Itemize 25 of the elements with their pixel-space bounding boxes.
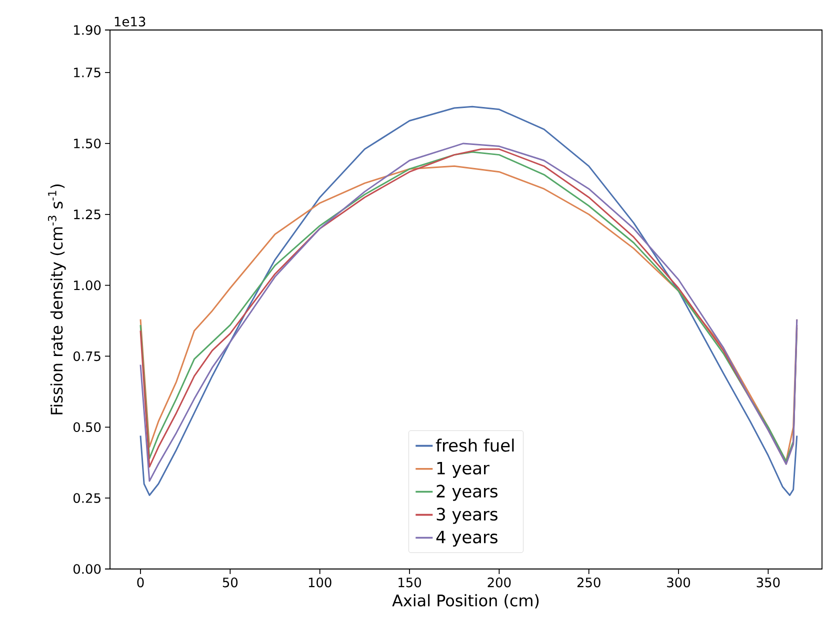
x-tick-label: 350 bbox=[756, 578, 780, 588]
x-tick-label: 100 bbox=[308, 578, 332, 588]
y-tick-label: 0.50 bbox=[74, 422, 101, 432]
x-tick-label: 50 bbox=[222, 578, 238, 588]
x-tick-label: 300 bbox=[667, 578, 690, 588]
y-tick-label: 1.90 bbox=[74, 25, 101, 35]
legend-label: fresh fuel bbox=[436, 438, 514, 452]
legend-label: 2 years bbox=[436, 484, 498, 501]
y-axis-title: Fission rate density (cm$^{-3}$ s$^{-1}$) bbox=[48, 184, 66, 414]
x-tick-label: 200 bbox=[488, 578, 511, 588]
y-tick-label: 1.50 bbox=[74, 138, 101, 148]
text: 1e13 bbox=[114, 16, 146, 26]
legend-label: 1 year bbox=[437, 462, 490, 478]
y-tick-label: 0.75 bbox=[74, 351, 100, 362]
legend-label: 4 years bbox=[436, 530, 498, 547]
y-tick-label: 0.00 bbox=[74, 564, 101, 574]
y-tick-label: 1.75 bbox=[74, 68, 100, 78]
x-tick-label: 250 bbox=[577, 578, 600, 588]
x-tick-label: 0 bbox=[137, 578, 144, 588]
y-tick-label: 1.00 bbox=[74, 280, 101, 290]
y-tick-label: 1.25 bbox=[74, 209, 100, 220]
x-tick-label: 150 bbox=[398, 578, 421, 588]
x-axis-title: Axial Position (cm) bbox=[392, 594, 539, 608]
legend-label: 3 years bbox=[436, 508, 498, 524]
y-tick-label: 0.25 bbox=[74, 493, 100, 503]
